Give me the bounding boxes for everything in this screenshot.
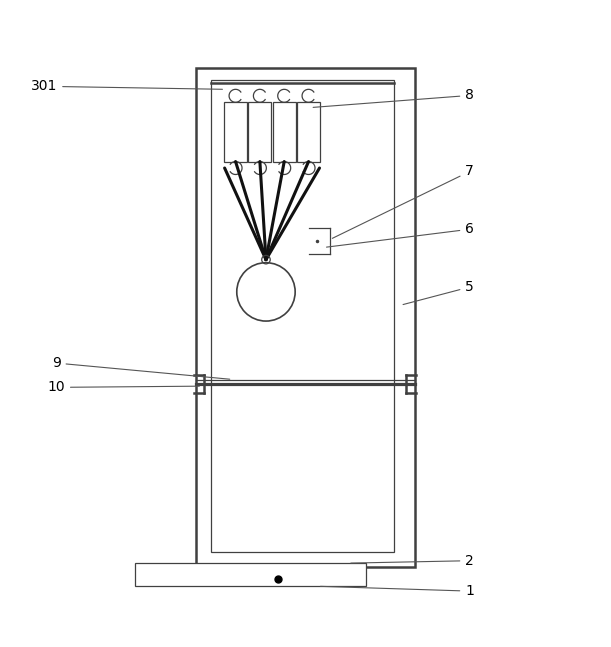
Bar	[224, 102, 247, 162]
Text: 7: 7	[332, 164, 474, 238]
Text: 5: 5	[403, 280, 474, 305]
Bar	[297, 102, 320, 162]
Text: 6: 6	[326, 222, 474, 247]
Text: 8: 8	[313, 89, 474, 107]
Bar	[135, 563, 367, 586]
Bar	[211, 80, 393, 552]
Bar	[248, 102, 271, 162]
Text: 1: 1	[320, 584, 474, 598]
Bar	[273, 102, 296, 162]
Text: 10: 10	[47, 380, 199, 395]
Bar	[196, 68, 415, 567]
Text: 9: 9	[52, 356, 230, 379]
Text: 301: 301	[31, 80, 222, 93]
Text: 2: 2	[351, 554, 474, 567]
